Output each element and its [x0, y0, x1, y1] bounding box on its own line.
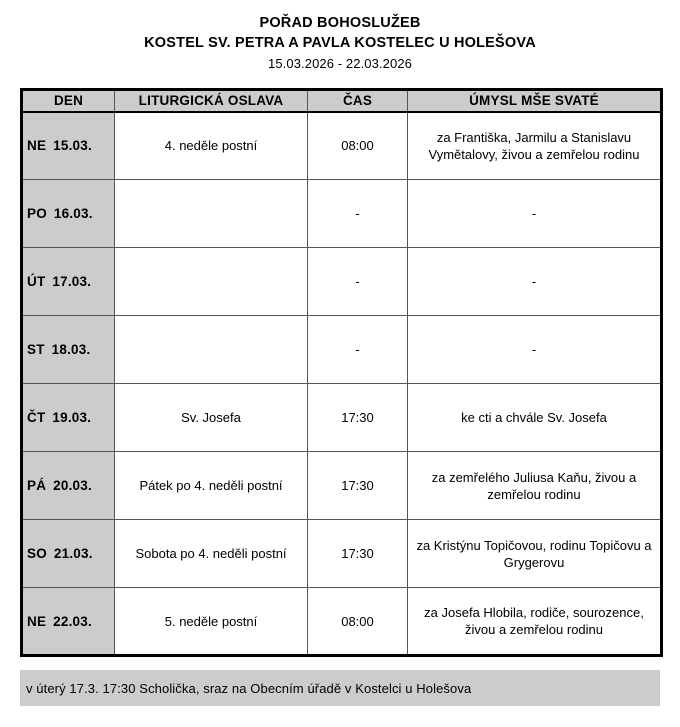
- cell-intention: -: [407, 247, 662, 316]
- cell-time: 17:30: [307, 383, 408, 452]
- day-date: 22.03.: [53, 613, 92, 629]
- column-header-den: DEN: [21, 89, 115, 113]
- column-header-time: ČAS: [307, 89, 408, 113]
- day-of-week: ÚT: [27, 274, 46, 289]
- day-date: 15.03.: [53, 138, 92, 154]
- cell-time: 08:00: [307, 111, 408, 180]
- cell-time: 08:00: [307, 587, 408, 656]
- cell-day: PÁ 20.03.: [21, 451, 115, 520]
- cell-intention: ke cti a chvále Sv. Josefa: [407, 383, 662, 452]
- schedule-table: DEN LITURGICKÁ OSLAVA ČAS ÚMYSL MŠE SVAT…: [20, 88, 663, 657]
- day-of-week: SO: [27, 546, 47, 561]
- day-date: 17.03.: [52, 274, 92, 289]
- cell-day: ÚT 17.03.: [21, 247, 115, 316]
- cell-celebration: [114, 247, 308, 316]
- cell-intention: za Františka, Jarmilu a Stanislavu Vymět…: [407, 111, 662, 180]
- day-date: 18.03.: [51, 342, 91, 357]
- table-row: ÚT 17.03. - -: [21, 247, 662, 316]
- cell-day: ČT 19.03.: [21, 383, 115, 452]
- day-of-week: ČT: [27, 410, 46, 425]
- cell-intention: -: [407, 179, 662, 248]
- table-row: ST 18.03. - -: [21, 315, 662, 384]
- cell-celebration: [114, 179, 308, 248]
- day-date: 19.03.: [52, 410, 92, 425]
- footer-note-band: v úterý 17.3. 17:30 Scholička, sraz na O…: [20, 670, 660, 706]
- cell-intention: za zemřelého Juliusa Kaňu, živou a zemře…: [407, 451, 662, 520]
- page-title: POŘAD BOHOSLUŽEB: [259, 15, 421, 31]
- cell-celebration: Sobota po 4. neděli postní: [114, 519, 308, 588]
- cell-time: -: [307, 247, 408, 316]
- cell-day: PO 16.03.: [21, 179, 115, 248]
- table-row: ČT 19.03. Sv. Josefa 17:30 ke cti a chvál…: [21, 383, 662, 452]
- day-date: 21.03.: [53, 546, 93, 561]
- cell-time: -: [307, 315, 408, 384]
- cell-celebration: Pátek po 4. neděli postní: [114, 451, 308, 520]
- table-body: NE 15.03. 4. neděle postní 08:00 za Frant…: [21, 111, 662, 656]
- cell-time: 17:30: [307, 451, 408, 520]
- day-date: 20.03.: [53, 478, 92, 493]
- cell-time: 17:30: [307, 519, 408, 588]
- table-row: PÁ 20.03. Pátek po 4. neděli postní 17:30…: [21, 451, 662, 520]
- day-of-week: NE: [27, 613, 47, 629]
- day-date: 16.03.: [53, 206, 93, 221]
- day-of-week: PÁ: [27, 478, 47, 493]
- cell-celebration: 4. neděle postní: [114, 111, 308, 180]
- column-header-intention: ÚMYSL MŠE SVATÉ: [407, 89, 662, 113]
- cell-day: NE 15.03.: [21, 111, 115, 180]
- table-row: NE 22.03. 5. neděle postní 08:00 za Josef…: [21, 587, 662, 656]
- cell-celebration: [114, 315, 308, 384]
- day-of-week: ST: [27, 342, 45, 357]
- day-of-week: NE: [27, 138, 47, 154]
- table-header-row: DEN LITURGICKÁ OSLAVA ČAS ÚMYSL MŠE SVAT…: [21, 89, 662, 113]
- day-of-week: PO: [27, 206, 47, 221]
- cell-day: SO 21.03.: [21, 519, 115, 588]
- date-range: 15.03.2026 - 22.03.2026: [268, 56, 412, 71]
- cell-intention: za Kristýnu Topičovou, rodinu Topičovu a…: [407, 519, 662, 588]
- document-header: POŘAD BOHOSLUŽEB KOSTEL SV. PETRA A PAVL…: [0, 0, 680, 75]
- table-row: SO 21.03. Sobota po 4. neděli postní 17:3…: [21, 519, 662, 588]
- schedule-table-container: DEN LITURGICKÁ OSLAVA ČAS ÚMYSL MŠE SVAT…: [20, 88, 663, 657]
- column-header-liturgical: LITURGICKÁ OSLAVA: [114, 89, 308, 113]
- footer-note-text: v úterý 17.3. 17:30 Scholička, sraz na O…: [26, 680, 472, 696]
- page-subtitle: KOSTEL SV. PETRA A PAVLA KOSTELEC U HOLE…: [144, 35, 536, 51]
- table-row: NE 15.03. 4. neděle postní 08:00 za Frant…: [21, 111, 662, 180]
- cell-intention: za Josefa Hlobila, rodiče, sourozence, ž…: [407, 587, 662, 656]
- cell-time: -: [307, 179, 408, 248]
- cell-day: ST 18.03.: [21, 315, 115, 384]
- cell-day: NE 22.03.: [21, 587, 115, 656]
- cell-celebration: 5. neděle postní: [114, 587, 308, 656]
- cell-intention: -: [407, 315, 662, 384]
- cell-celebration: Sv. Josefa: [114, 383, 308, 452]
- table-row: PO 16.03. - -: [21, 179, 662, 248]
